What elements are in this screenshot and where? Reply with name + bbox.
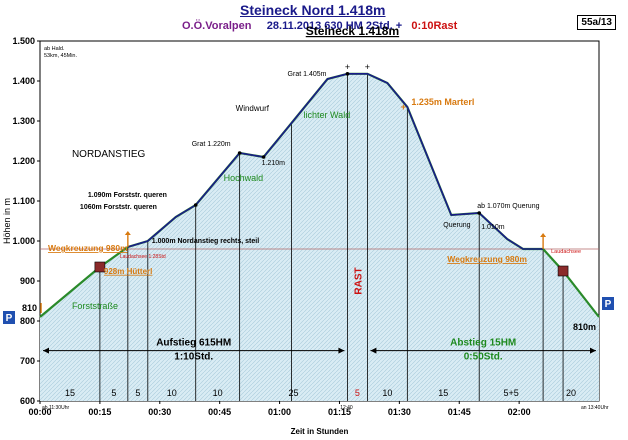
annotation-laudachsee: Laudachsee 1:28Std <box>120 254 166 260</box>
x-tick-label: 00:45 <box>208 407 231 417</box>
y-tick-label: 1.200 <box>12 156 35 166</box>
annotation-marterl: 1.235m Marterl <box>411 97 474 107</box>
annotation-grat-1405: Grat 1.405m <box>288 71 327 78</box>
y-tick-label: 1.500 <box>12 36 35 46</box>
waypoint-dot <box>345 72 350 76</box>
waypoint-dot <box>193 203 198 207</box>
waypoint-dot <box>477 211 482 215</box>
x-tick-label: 00:00 <box>28 407 51 417</box>
peak-time-note: 12:40 <box>340 405 353 411</box>
parking-icon <box>3 311 15 324</box>
y-tick-label: 1.400 <box>12 76 35 86</box>
rast-info: 0:10Rast <box>411 20 458 32</box>
annotation-wegkreuzung: Wegkreuzung 980m <box>48 243 128 253</box>
summit-label: Steineck 1.418m <box>306 24 399 38</box>
summit-marker: + <box>345 62 350 72</box>
hut-icon <box>94 261 106 273</box>
x-tick-label: 01:00 <box>268 407 291 417</box>
descent-duration: 0:50Std. <box>464 352 503 363</box>
x-tick-label: 01:15 <box>328 407 351 417</box>
tour-info: 28.11.2013 630 HM 2Std. + <box>266 20 403 32</box>
x-tick-label: 01:45 <box>448 407 471 417</box>
region-label: O.Ö.Voralpen <box>182 20 252 32</box>
parking-icon-label: P <box>6 313 13 324</box>
rast-label: RAST <box>353 267 364 294</box>
y-tick-label: 1.300 <box>12 116 35 126</box>
y-tick-label: 600 <box>20 396 35 406</box>
annotation-forststrasse: Forststraße <box>72 301 118 311</box>
annotation-lichter-wald: lichter Wald <box>304 110 351 120</box>
segment-minutes: 10 <box>167 388 177 398</box>
annotation-grat-1220: Grat 1.220m <box>192 141 231 148</box>
segment-minutes: 25 <box>289 388 299 398</box>
y-tick-label: 800 <box>20 316 35 326</box>
annotation-1210: 1.210m <box>262 160 286 167</box>
segment-minutes: 15 <box>65 388 75 398</box>
x-tick-label: 00:30 <box>148 407 171 417</box>
segment-minutes: 15 <box>438 388 448 398</box>
tour-badge: 55a/13 <box>577 15 616 30</box>
descent-arrow-head-left <box>370 347 377 354</box>
waypoint-dot <box>261 155 266 159</box>
x-tick-label: 01:30 <box>388 407 411 417</box>
ascent-label: Aufstieg 615HM <box>156 338 231 349</box>
ascent-arrow-head-left <box>43 347 49 354</box>
segment-minutes: 5+5 <box>504 388 519 398</box>
annotation-nordanstieg-steil: 1.000m Nordanstieg rechts, steil <box>152 238 259 245</box>
annotation-querung-1070: ab 1.070m Querung <box>477 203 539 210</box>
y-tick-label: 1.000 <box>12 236 35 246</box>
chart-title: Steineck Nord 1.418m <box>240 2 386 18</box>
descent-label: Abstieg 15HM <box>450 338 516 349</box>
x-tick-label: 02:00 <box>508 407 531 417</box>
annotation-windwurf: Windwurf <box>236 104 270 113</box>
y-tick-label: 1.100 <box>12 196 35 206</box>
ascent-duration: 1:10Std. <box>174 352 213 363</box>
segment-minutes: 5 <box>355 388 360 398</box>
x-tick-label: 00:15 <box>88 407 111 417</box>
y-tick-label: 900 <box>20 276 35 286</box>
segment-minutes: 10 <box>213 388 223 398</box>
signpost-arrow <box>540 233 547 237</box>
annotation-huetterl: 928m Hütterl <box>104 267 152 276</box>
y-tick-label: 700 <box>20 356 35 366</box>
marterl-marker: + <box>401 102 406 112</box>
profile-area <box>40 73 599 402</box>
annotation-nordanstieg: NORDANSTIEG <box>72 149 146 160</box>
corner-note: 53km, 45Min. <box>44 53 77 59</box>
segment-minutes: 10 <box>382 388 392 398</box>
summit-marker: + <box>365 62 370 72</box>
start-time-note: ab 11:30Uhr <box>42 405 69 411</box>
corner-note: ab Hald. <box>44 46 65 52</box>
annotation-laudachsee-2: Laudachsee <box>551 249 581 255</box>
hut-icon <box>557 265 569 277</box>
ascent-arrow-head-right <box>338 347 345 354</box>
annotation-querung: Querung <box>443 222 470 229</box>
x-axis-title: Zeit in Stunden <box>291 427 349 436</box>
start-elevation: 810 <box>22 303 37 313</box>
y-axis-title: Höhen in m <box>2 198 12 244</box>
end-elevation: 810m <box>573 322 596 332</box>
annotation-forststrasse-1: 1.090m Forststr. queren <box>88 192 167 199</box>
parking-icon <box>602 297 614 310</box>
annotation-wegkreuzung-2: Wegkreuzung 980m <box>447 254 527 264</box>
segment-minutes: 5 <box>111 388 116 398</box>
segment-minutes: 5 <box>135 388 140 398</box>
parking-icon-label: P <box>605 299 612 310</box>
signpost-arrow <box>124 231 131 235</box>
end-time-note: an 13:40Uhr <box>581 405 609 411</box>
annotation-forststrasse-2: 1060m Forststr. queren <box>80 204 157 211</box>
chart-subtitle: O.Ö.Voralpen 28.11.2013 630 HM 2Std. + 0… <box>182 20 457 32</box>
segment-minutes: 20 <box>566 388 576 398</box>
waypoint-dot <box>237 151 242 155</box>
descent-arrow-head-right <box>590 347 596 354</box>
annotation-1010: 1.010m <box>481 224 505 231</box>
annotation-hochwald: Hochwald <box>224 173 264 183</box>
